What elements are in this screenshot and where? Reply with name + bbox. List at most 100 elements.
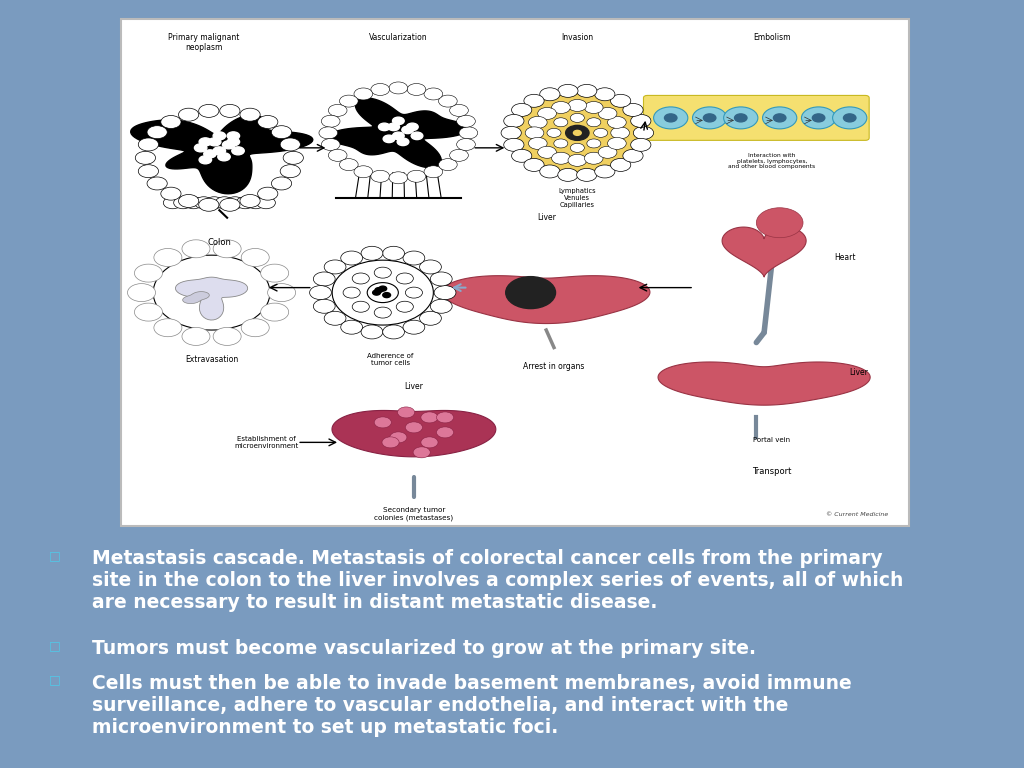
Circle shape	[318, 127, 338, 139]
Circle shape	[392, 118, 404, 124]
Text: © Current Medicine: © Current Medicine	[826, 512, 889, 518]
Circle shape	[361, 325, 383, 339]
Circle shape	[134, 303, 163, 321]
Circle shape	[665, 114, 677, 122]
Text: Liver: Liver	[404, 382, 423, 392]
Circle shape	[213, 147, 225, 155]
Circle shape	[390, 432, 407, 443]
Circle shape	[281, 164, 300, 177]
Circle shape	[554, 139, 568, 148]
Circle shape	[773, 114, 785, 122]
Text: □: □	[49, 639, 60, 652]
Circle shape	[457, 138, 475, 151]
Circle shape	[540, 165, 560, 178]
Polygon shape	[658, 362, 870, 406]
Circle shape	[512, 149, 531, 162]
Circle shape	[242, 249, 269, 266]
Circle shape	[258, 115, 278, 128]
Circle shape	[371, 170, 389, 182]
Circle shape	[595, 88, 615, 101]
Circle shape	[558, 168, 578, 181]
Circle shape	[161, 115, 181, 128]
Circle shape	[554, 118, 568, 127]
Text: Arrest in organs: Arrest in organs	[523, 362, 585, 372]
Circle shape	[528, 117, 547, 128]
Circle shape	[406, 287, 423, 298]
Circle shape	[383, 247, 404, 260]
Circle shape	[271, 126, 292, 139]
Circle shape	[389, 82, 408, 94]
Circle shape	[524, 158, 544, 171]
Circle shape	[236, 197, 255, 209]
Circle shape	[313, 300, 335, 313]
Circle shape	[407, 123, 418, 131]
Circle shape	[154, 255, 270, 330]
Circle shape	[577, 84, 597, 98]
Circle shape	[734, 114, 746, 122]
Circle shape	[368, 283, 398, 303]
Circle shape	[329, 104, 347, 117]
Circle shape	[585, 152, 603, 164]
Circle shape	[552, 101, 570, 114]
Circle shape	[812, 114, 824, 122]
Circle shape	[598, 108, 616, 120]
Text: Invasion: Invasion	[561, 33, 593, 42]
Polygon shape	[131, 115, 312, 194]
Circle shape	[247, 197, 265, 209]
Circle shape	[147, 126, 167, 139]
Circle shape	[501, 127, 521, 139]
Circle shape	[373, 290, 381, 295]
Circle shape	[585, 101, 603, 114]
Circle shape	[403, 251, 425, 265]
Circle shape	[408, 170, 426, 182]
Circle shape	[213, 132, 225, 140]
Circle shape	[222, 141, 234, 149]
Circle shape	[396, 301, 414, 313]
Circle shape	[724, 107, 758, 129]
Circle shape	[178, 194, 199, 207]
Circle shape	[504, 114, 524, 127]
Circle shape	[352, 273, 370, 284]
Circle shape	[413, 447, 430, 458]
Circle shape	[240, 194, 260, 207]
Circle shape	[135, 151, 156, 164]
Circle shape	[257, 197, 275, 209]
Circle shape	[450, 104, 468, 117]
Text: Portal vein: Portal vein	[754, 438, 791, 443]
Circle shape	[184, 197, 203, 209]
Circle shape	[558, 84, 578, 98]
Circle shape	[220, 104, 240, 118]
Circle shape	[587, 118, 601, 127]
Circle shape	[147, 177, 167, 190]
Polygon shape	[175, 277, 248, 320]
Circle shape	[595, 165, 615, 178]
Circle shape	[424, 88, 442, 100]
Circle shape	[388, 123, 399, 131]
Circle shape	[594, 128, 607, 137]
Text: Heart: Heart	[835, 253, 856, 262]
FancyBboxPatch shape	[643, 95, 869, 141]
Circle shape	[213, 327, 242, 346]
Circle shape	[383, 135, 395, 143]
Text: Interaction with
platelets, lymphocytes,
and other blood components: Interaction with platelets, lymphocytes,…	[728, 153, 815, 170]
Polygon shape	[332, 410, 496, 457]
Circle shape	[382, 437, 399, 448]
Circle shape	[631, 138, 651, 151]
Text: Embolism: Embolism	[753, 33, 791, 42]
Circle shape	[340, 159, 358, 170]
Circle shape	[573, 131, 582, 135]
Circle shape	[205, 197, 223, 209]
Circle shape	[215, 197, 233, 209]
Circle shape	[225, 197, 245, 209]
Circle shape	[354, 88, 373, 100]
Circle shape	[401, 126, 414, 134]
Circle shape	[322, 138, 340, 151]
Circle shape	[154, 249, 182, 266]
Circle shape	[261, 303, 289, 321]
Circle shape	[178, 108, 199, 121]
Circle shape	[341, 251, 362, 265]
Circle shape	[397, 138, 409, 146]
Circle shape	[325, 260, 346, 274]
Circle shape	[220, 198, 240, 211]
Polygon shape	[329, 98, 468, 167]
